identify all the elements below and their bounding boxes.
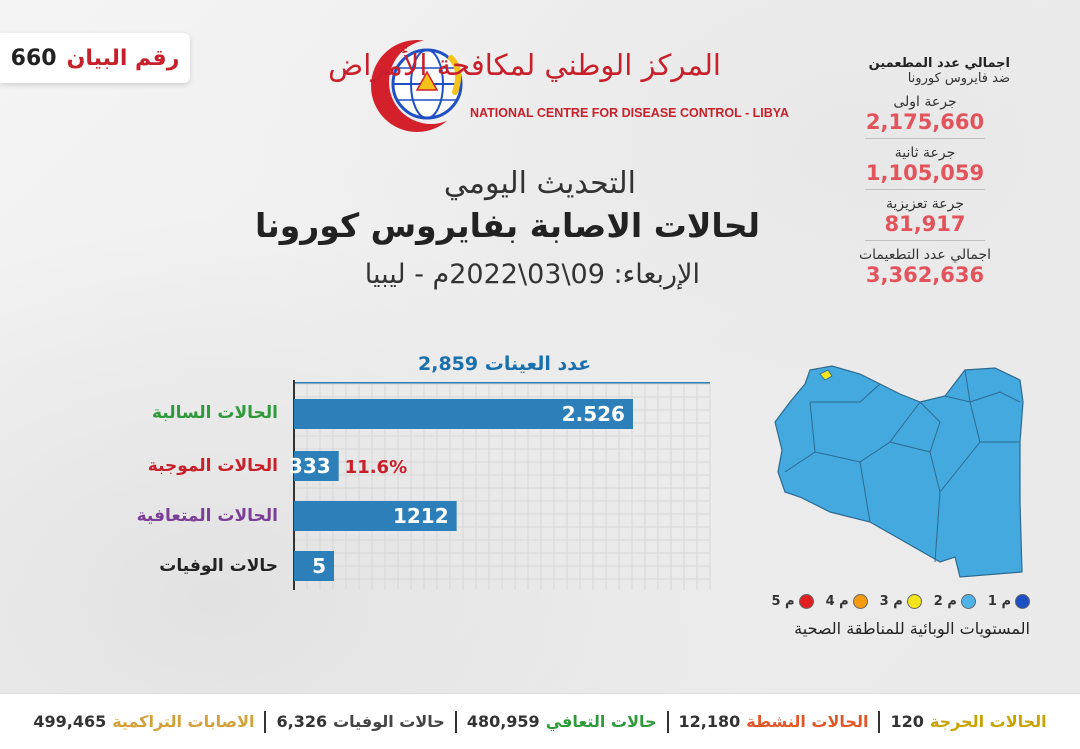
vaccination-item-label: جرعة تعزيزية [885, 196, 965, 212]
legend-label: م 1 [987, 594, 1011, 609]
legend-levels: م 1 م 2 م 3 م 4 م 5 [740, 594, 1030, 609]
legend-dot [1015, 594, 1030, 609]
bar-value-label: 1212 [393, 504, 449, 528]
footer-label: الحالات النشطة [746, 712, 869, 731]
divider [865, 138, 985, 139]
footer-label: حالات الوفيات [333, 712, 445, 731]
vaccination-item: جرعة تعزيزية 81,917 [840, 196, 1010, 236]
vaccination-item-value: 2,175,660 [865, 110, 985, 134]
divider [865, 189, 985, 190]
libya-map [774, 365, 1024, 578]
vaccination-item: جرعة اولى 2,175,660 [840, 94, 1010, 134]
footer-recovered: حالات التعافي 480,959 [457, 712, 667, 731]
region-borders [784, 369, 1021, 563]
vaccination-panel: اجمالي عدد المطعمين ضد فايروس كورونا جرع… [840, 56, 1010, 287]
footer-label: حالات التعافي [545, 712, 657, 731]
bar [294, 551, 334, 581]
legend-caption: المستويات الوبائية للمناطقة الصحية [794, 619, 1030, 638]
title-corona-cases: لحالات الاصابة بفايروس كورونا [254, 206, 760, 245]
legend-level-4: م 4 [826, 594, 868, 609]
category-label-deaths: حالات الوفيات [159, 556, 278, 576]
legend-label: م 2 [933, 594, 957, 609]
bar [294, 451, 339, 481]
footer-value: 6,326 [276, 712, 328, 731]
bar [294, 501, 457, 531]
category-label-recovered: الحالات المتعافية [136, 506, 278, 526]
statement-number: 660 [10, 45, 57, 71]
vaccination-item-label: جرعة اولى [893, 94, 957, 110]
legend-level-5: م 5 [771, 594, 814, 609]
category-label-negative: الحالات السالبة [151, 403, 278, 423]
vaccination-heading: اجمالي عدد المطعمين [868, 56, 1010, 71]
footer-deaths: حالات الوفيات 6,326 [266, 712, 454, 731]
bar-value-label: 333 [289, 454, 331, 478]
legend-level-3: م 3 [880, 594, 922, 609]
chart-top-rule [294, 382, 710, 384]
crescent-globe-emblem [371, 40, 473, 132]
vaccination-item-value: 81,917 [884, 212, 966, 236]
legend-level-1: م 1 [988, 594, 1030, 609]
footer-active: الحالات النشطة 12,180 [669, 712, 879, 731]
footer-cumulative: الاصابات التراكمية 499,465 [23, 712, 264, 731]
ncdc-logo [371, 40, 473, 132]
title-daily-update: التحديث اليومي [443, 166, 636, 201]
bar-annotation: 11.6% [345, 457, 407, 478]
vaccination-subheading: ضد فايروس كورونا [907, 71, 1010, 86]
bar [294, 399, 633, 429]
vaccination-item: جرعة ثانية 1,105,059 [840, 145, 1010, 185]
legend-dot [960, 594, 976, 609]
logo-english-text: NATIONAL CENTRE FOR DISEASE CONTROL - LI… [470, 106, 790, 120]
vaccination-item-label: اجمالي عدد التطعيمات [858, 247, 992, 263]
vaccination-item-value: 1,105,059 [865, 161, 985, 185]
footer-label: الحالات الحرجة [929, 712, 1047, 731]
legend-level-2: م 2 [934, 594, 976, 609]
footer-separator [878, 710, 881, 733]
footer-separator [454, 710, 457, 733]
footer-separator [666, 710, 669, 733]
vaccination-item-label: جرعة ثانية [894, 145, 956, 161]
footer-value: 480,959 [466, 712, 540, 731]
legend-dot [798, 594, 814, 609]
legend-dot [906, 594, 922, 609]
statement-label: رقم البيان [66, 45, 180, 71]
yellow-region [819, 369, 833, 381]
footer-label: الاصابات التراكمية [112, 712, 255, 731]
vaccination-item-value: 3,362,636 [865, 263, 985, 287]
footer-critical: الحالات الحرجة 120 [880, 712, 1056, 731]
footer-value: 120 [890, 712, 924, 731]
divider [865, 240, 985, 241]
legend-label: م 4 [825, 594, 849, 609]
footer-value: 12,180 [678, 712, 741, 731]
bar-value-label: 2.526 [562, 402, 625, 426]
category-label-positive: الحالات الموجبة [147, 456, 278, 476]
vaccination-item: اجمالي عدد التطعيمات 3,362,636 [840, 247, 1010, 287]
legend-label: م 3 [879, 594, 903, 609]
bar-value-label: 5 [312, 554, 326, 578]
legend-dot [852, 594, 868, 609]
footer-value: 499,465 [33, 712, 107, 731]
map-legend: م 1 م 2 م 3 م 4 م 5 المستويات الوبائية ل… [740, 594, 1030, 638]
logo-arabic-text: المركز الوطني لمكافحة الأمراض [328, 48, 721, 82]
libya-regions-shape [774, 365, 1024, 578]
statement-number-badge: رقم البيان 660 [0, 33, 190, 83]
legend-label: م 5 [771, 594, 795, 609]
title-date-location: الإربعاء: 09\03\2022م - ليبيا [364, 259, 700, 290]
footer-totals-bar: الحالات الحرجة 120 الحالات النشطة 12,180… [0, 693, 1080, 749]
footer-separator [264, 710, 267, 733]
chart-title-samples: عدد العينات 2,859 [418, 353, 592, 375]
